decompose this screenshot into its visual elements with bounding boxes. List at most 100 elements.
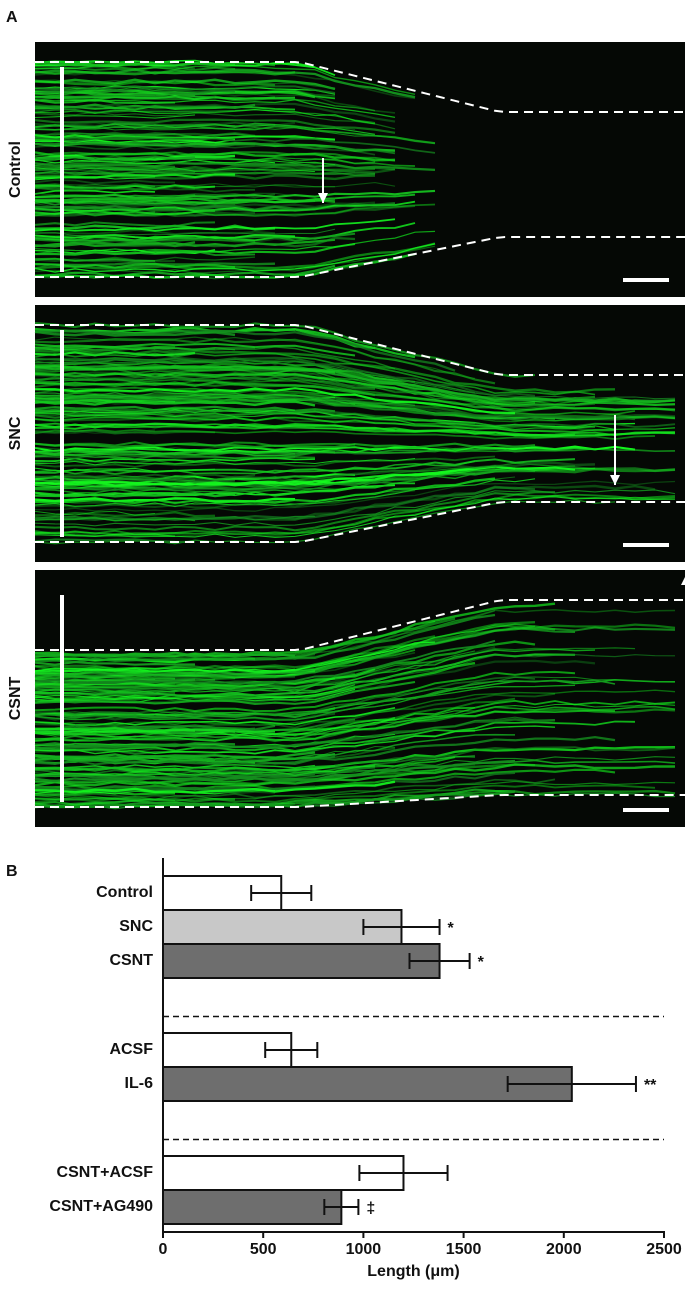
axon — [34, 680, 416, 706]
x-axis-label: Length (μm) — [367, 1263, 459, 1280]
axon — [34, 482, 415, 497]
axon — [34, 759, 516, 783]
axon — [34, 189, 156, 195]
axon — [34, 218, 396, 232]
axon — [34, 376, 376, 390]
axon — [34, 623, 676, 675]
axon — [34, 771, 516, 794]
arrow-head — [681, 575, 691, 585]
axon — [34, 159, 336, 166]
axon — [34, 451, 296, 457]
axon — [34, 639, 496, 685]
axon — [34, 257, 155, 263]
axon — [34, 387, 636, 416]
axon — [34, 489, 416, 509]
axon — [34, 79, 336, 89]
x-tick-label: 0 — [159, 1241, 168, 1258]
axon — [34, 205, 416, 218]
axon — [34, 102, 396, 123]
axon — [34, 718, 356, 732]
axon — [34, 650, 476, 690]
y-tick-label: ACSF — [109, 1041, 153, 1058]
axon — [34, 134, 336, 141]
axon — [34, 372, 536, 405]
axon — [34, 121, 296, 128]
axon — [34, 653, 316, 659]
axon — [34, 405, 336, 413]
axon — [34, 623, 536, 672]
axon — [34, 221, 216, 228]
axon — [34, 674, 176, 680]
axon — [34, 262, 236, 269]
row-label: Control — [7, 141, 24, 198]
axon — [34, 389, 396, 404]
axon — [34, 751, 316, 760]
axon — [34, 243, 436, 273]
axon — [34, 764, 336, 772]
axon — [34, 111, 396, 130]
axon — [34, 708, 676, 743]
axon — [34, 755, 476, 776]
axon — [34, 356, 536, 397]
axon — [34, 455, 496, 468]
axon — [34, 179, 176, 185]
axon — [35, 458, 576, 474]
y-tick-label: Control — [96, 884, 153, 901]
axon — [34, 224, 276, 231]
axon — [34, 230, 436, 253]
axon — [34, 797, 236, 803]
axon — [34, 167, 316, 173]
axon — [34, 718, 556, 750]
axon — [34, 211, 256, 218]
axon — [34, 408, 476, 425]
axon — [34, 525, 336, 538]
axon — [34, 118, 396, 134]
axon — [34, 489, 676, 527]
axon — [34, 61, 276, 67]
axon — [34, 108, 216, 114]
axon — [34, 395, 676, 421]
axon — [34, 122, 276, 129]
axon — [34, 364, 336, 374]
axon — [34, 538, 196, 544]
axon — [34, 367, 676, 403]
axon — [34, 692, 556, 729]
axon — [34, 371, 396, 388]
axon — [34, 748, 176, 753]
row-label: CSNT — [7, 677, 24, 721]
bar — [162, 943, 441, 979]
axon — [34, 203, 436, 217]
axon — [34, 449, 336, 456]
axon — [34, 136, 436, 154]
nerve-outline — [35, 501, 685, 543]
axon — [34, 108, 376, 124]
axon — [34, 173, 236, 179]
axon — [34, 778, 556, 799]
axon — [34, 202, 396, 212]
axon — [34, 694, 336, 704]
axon — [34, 99, 396, 119]
axon — [34, 635, 436, 671]
axon — [34, 201, 376, 209]
axon — [34, 709, 616, 742]
axon — [34, 139, 236, 144]
axon — [34, 96, 376, 112]
axon — [34, 161, 436, 172]
axon — [34, 368, 676, 405]
axon — [34, 93, 396, 114]
panel-label: B — [6, 863, 18, 880]
axon — [34, 393, 336, 400]
axon — [34, 725, 556, 755]
axon — [34, 85, 336, 94]
axon — [34, 70, 296, 76]
axon — [34, 169, 376, 176]
y-tick-label: CSNT+ACSF — [57, 1164, 154, 1181]
axon — [34, 661, 476, 701]
axon — [34, 258, 176, 263]
axon — [34, 780, 396, 794]
x-tick-label: 1000 — [346, 1241, 382, 1258]
axon — [34, 467, 596, 488]
axon — [34, 764, 436, 780]
y-tick-label: IL-6 — [125, 1075, 154, 1092]
